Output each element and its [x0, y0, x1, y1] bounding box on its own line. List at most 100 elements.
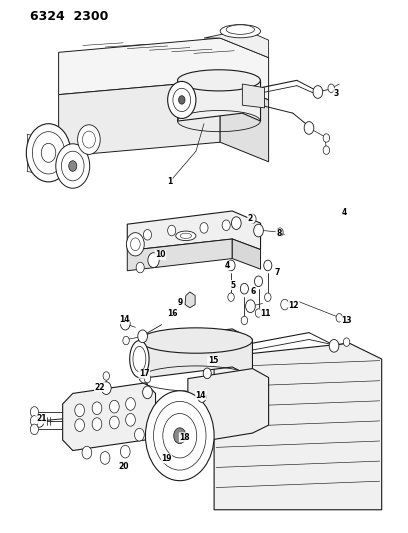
Text: 14: 14 [195, 391, 206, 400]
Text: 4: 4 [225, 261, 230, 270]
Text: 1: 1 [167, 177, 172, 187]
Circle shape [336, 313, 342, 322]
Text: 18: 18 [179, 433, 190, 442]
Circle shape [246, 300, 255, 312]
Circle shape [41, 143, 56, 163]
Text: 2: 2 [248, 214, 253, 223]
Circle shape [304, 122, 314, 134]
Circle shape [144, 374, 151, 383]
Circle shape [135, 429, 144, 441]
Text: 22: 22 [95, 383, 105, 392]
Circle shape [126, 414, 135, 426]
Text: 13: 13 [341, 317, 351, 326]
Text: 5: 5 [231, 280, 236, 289]
Ellipse shape [130, 341, 149, 377]
Circle shape [34, 415, 44, 427]
Text: 4: 4 [342, 208, 347, 217]
Circle shape [240, 284, 248, 294]
Ellipse shape [226, 25, 255, 34]
Text: 15: 15 [208, 356, 218, 365]
Text: 16: 16 [167, 309, 178, 318]
Circle shape [228, 293, 234, 301]
Polygon shape [242, 84, 264, 108]
Text: 21: 21 [36, 414, 47, 423]
Circle shape [30, 416, 38, 426]
Circle shape [32, 132, 65, 174]
Polygon shape [59, 38, 268, 100]
Circle shape [231, 217, 241, 230]
Text: 14: 14 [119, 315, 129, 324]
Text: 19: 19 [161, 454, 172, 463]
Circle shape [62, 151, 84, 181]
Circle shape [136, 262, 144, 273]
Circle shape [255, 309, 262, 317]
Text: 20: 20 [119, 462, 129, 471]
Circle shape [264, 293, 271, 301]
Circle shape [30, 407, 38, 417]
Text: 6: 6 [251, 287, 256, 296]
Circle shape [138, 330, 147, 343]
Circle shape [126, 233, 144, 256]
Circle shape [126, 398, 135, 410]
Circle shape [100, 451, 110, 464]
Ellipse shape [177, 70, 260, 91]
Circle shape [143, 386, 152, 399]
Circle shape [249, 214, 256, 224]
Circle shape [123, 336, 129, 345]
Circle shape [120, 317, 130, 330]
Polygon shape [140, 329, 253, 378]
Ellipse shape [176, 231, 196, 240]
Circle shape [144, 230, 151, 240]
Circle shape [200, 223, 208, 233]
Text: 3: 3 [334, 88, 339, 98]
Ellipse shape [180, 233, 191, 238]
Circle shape [241, 316, 248, 325]
Circle shape [102, 382, 111, 394]
Circle shape [75, 419, 84, 432]
Polygon shape [185, 292, 195, 308]
Circle shape [179, 96, 185, 104]
Circle shape [168, 82, 196, 118]
Circle shape [264, 260, 272, 271]
Text: 12: 12 [288, 301, 299, 310]
Circle shape [69, 161, 77, 171]
Text: 17: 17 [139, 369, 150, 378]
Circle shape [26, 124, 71, 182]
Circle shape [198, 392, 206, 402]
Circle shape [109, 400, 119, 413]
Ellipse shape [140, 328, 253, 353]
Circle shape [92, 402, 102, 415]
Circle shape [82, 131, 95, 148]
Circle shape [103, 372, 109, 380]
Polygon shape [220, 80, 268, 162]
Circle shape [120, 445, 130, 458]
Text: 6324  2300: 6324 2300 [30, 10, 109, 23]
Circle shape [254, 224, 263, 237]
Text: 9: 9 [178, 298, 183, 307]
Circle shape [148, 253, 159, 268]
Circle shape [281, 300, 289, 310]
Circle shape [78, 125, 100, 155]
Text: 10: 10 [155, 251, 166, 260]
Circle shape [75, 404, 84, 417]
Circle shape [343, 338, 350, 346]
Circle shape [163, 414, 197, 458]
Polygon shape [214, 343, 382, 510]
Polygon shape [188, 368, 268, 443]
Polygon shape [178, 72, 261, 121]
Circle shape [323, 146, 330, 155]
Circle shape [203, 368, 211, 378]
Circle shape [109, 416, 119, 429]
Circle shape [323, 134, 330, 142]
Circle shape [174, 428, 186, 443]
Circle shape [153, 401, 206, 470]
Polygon shape [204, 30, 268, 58]
Circle shape [82, 446, 92, 459]
Circle shape [173, 88, 191, 111]
Polygon shape [127, 211, 261, 251]
Circle shape [255, 276, 263, 287]
Circle shape [222, 220, 230, 231]
Polygon shape [232, 239, 261, 269]
Circle shape [168, 225, 176, 236]
Circle shape [277, 228, 283, 236]
